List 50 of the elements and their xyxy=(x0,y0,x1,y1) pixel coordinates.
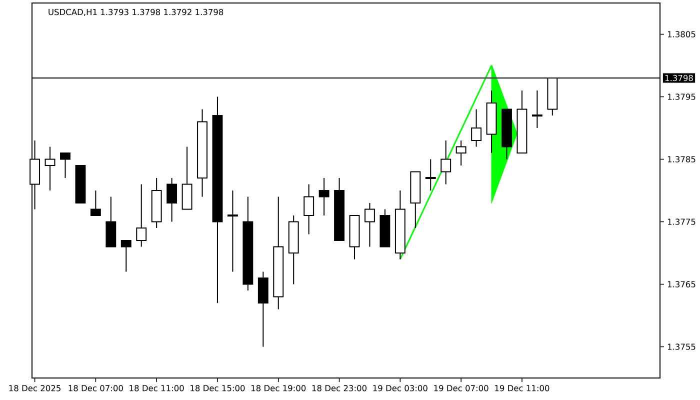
y-tick-label: 1.3765 xyxy=(668,281,696,288)
candlestick xyxy=(349,214,360,260)
candlestick xyxy=(151,178,162,228)
x-tick-label: 18 Dec 07:00 xyxy=(68,385,123,392)
x-tick-label: 19 Dec 07:00 xyxy=(434,385,488,392)
y-tick-label: 1.3755 xyxy=(668,344,696,350)
candlestick xyxy=(304,184,314,235)
candlestick xyxy=(288,214,299,285)
candlestick xyxy=(212,96,223,304)
candlestick xyxy=(380,208,390,248)
candlestick xyxy=(440,140,452,185)
candlestick xyxy=(197,108,208,198)
candlestick xyxy=(258,271,268,348)
x-tick-label: 18 Dec 19:00 xyxy=(251,385,306,392)
candlestick xyxy=(136,184,147,248)
candlestick xyxy=(364,202,375,248)
y-tick-label: 1.3785 xyxy=(668,156,696,162)
candlestick xyxy=(166,178,178,222)
x-tick-label: 18 Dec 2025 xyxy=(9,385,60,392)
x-tick-label: 19 Dec 03:00 xyxy=(373,385,428,392)
y-tick-label: 1.3775 xyxy=(668,218,696,225)
candlestick xyxy=(502,108,512,160)
candlestick xyxy=(90,190,101,216)
candlestick xyxy=(120,240,132,272)
ref-line-label: 1.3798 xyxy=(665,74,693,82)
text: USDCAD,H1 1.3793 1.3798 1.3792 1.3798 xyxy=(48,8,224,16)
candlestick xyxy=(425,158,436,191)
candlestick xyxy=(182,146,192,210)
candlestick xyxy=(318,178,330,216)
candlestick xyxy=(106,196,116,248)
candlestick xyxy=(516,90,528,154)
candlestick xyxy=(273,196,284,310)
candlestick xyxy=(75,165,86,204)
x-tick-label: 19 Dec 11:00 xyxy=(495,385,550,392)
y-tick-label: 1.3805 xyxy=(668,31,696,38)
candlestick xyxy=(471,108,482,148)
candlestick xyxy=(532,90,542,128)
candlestick xyxy=(334,178,344,241)
candlestick xyxy=(486,90,497,154)
candlestick xyxy=(410,171,421,228)
candlestick xyxy=(394,190,406,260)
x-tick-label: 18 Dec 11:00 xyxy=(130,385,184,392)
candlestick xyxy=(44,146,56,191)
x-tick-label: 18 Dec 23:00 xyxy=(312,385,367,392)
candlestick xyxy=(227,190,238,272)
y-tick-label: 1.3795 xyxy=(668,94,696,100)
candlestick xyxy=(242,196,254,291)
candlestick xyxy=(456,140,466,166)
x-tick-label: 18 Dec 15:00 xyxy=(190,385,245,392)
candlestick xyxy=(60,152,70,178)
